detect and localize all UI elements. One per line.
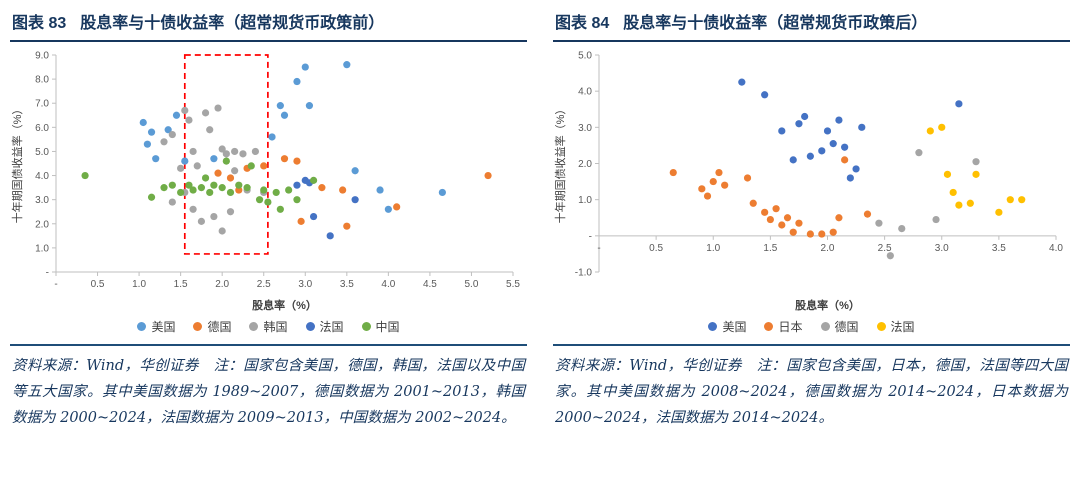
legend-marker [708, 321, 718, 331]
svg-text:2.0: 2.0 [215, 279, 229, 290]
figure-83-header: 图表 83 股息率与十债收益率（超常规货币政策前） [10, 4, 527, 42]
legend-item-法国: 法国 [876, 318, 915, 335]
legend-label: 韩国 [263, 319, 288, 334]
y-axis-label: 十年期国债收益率（%） [553, 104, 567, 224]
svg-text:2.5: 2.5 [257, 279, 271, 290]
legend-marker [820, 321, 830, 331]
svg-text:3.5: 3.5 [340, 279, 354, 290]
svg-text:3.0: 3.0 [578, 123, 592, 134]
figure-84-panel: 图表 84 股息率与十债收益率（超常规货币政策后） - 0.5 1.0 1.5 2.0 2… [553, 4, 1070, 431]
svg-text:3.0: 3.0 [35, 195, 49, 206]
legend-marker [193, 321, 203, 331]
svg-text:-: - [597, 243, 600, 254]
svg-text:0.5: 0.5 [91, 279, 105, 290]
legend-label: 美国 [151, 319, 176, 334]
legend-label: 德国 [207, 319, 232, 334]
figure-title: 股息率与十债收益率（超常规货币政策后） [623, 15, 928, 32]
legend-label: 德国 [834, 319, 859, 334]
svg-text:1.0: 1.0 [578, 195, 592, 206]
svg-text:-: - [589, 231, 592, 242]
series-法国 [293, 176, 359, 240]
legend-marker [305, 321, 315, 331]
svg-text:7.0: 7.0 [35, 99, 49, 110]
legend-item-法国: 法国 [305, 318, 344, 335]
source-note: 资料来源：Wind，华创证券 注：国家包含美国，日本，德国，法国等四大国家。其中… [555, 358, 1068, 426]
svg-text:8.0: 8.0 [35, 75, 49, 86]
legend-item-日本: 日本 [764, 318, 803, 335]
svg-text:5.0: 5.0 [465, 279, 479, 290]
svg-text:2.0: 2.0 [821, 243, 835, 254]
series-德国 [214, 155, 492, 230]
scatter-plot-svg: -0.5 1.0 1.5 2.0 2.5 3.0 3.5 4.0-1.0-1.02.03.04… [553, 51, 1063, 313]
svg-text:5.5: 5.5 [506, 279, 520, 290]
chart-legend: 美国 德国 韩国 法国 中国 [10, 316, 527, 336]
legend-marker [876, 321, 886, 331]
svg-text:1.0: 1.0 [35, 243, 49, 254]
series-德国 [875, 149, 980, 260]
scatter-chart-post-policy: -0.5 1.0 1.5 2.0 2.5 3.0 3.5 4.0 -1.0-1.0 2.0 3.0 4… [553, 46, 1070, 314]
highlight-dashed-rect [183, 54, 269, 255]
legend-label: 中国 [375, 319, 400, 334]
series-美国 [139, 61, 446, 213]
report-figures-row: 图表 83 股息率与十债收益率（超常规货币政策前） - 0.5 1.0 1.5 2.0 2… [10, 4, 1070, 431]
legend-item-中国: 中国 [361, 318, 400, 335]
series-韩国 [160, 104, 268, 235]
svg-text:-: - [54, 279, 57, 290]
scatter-plot-svg: - 0.5 1.0 1.5 2.0 2.5 3.0 3.5 4.0 4.5 5.0 5.5 - 1.0 2.… [10, 51, 520, 313]
series-法国 [926, 123, 1026, 216]
legend-item-美国: 美国 [708, 318, 746, 335]
x-axis-label: 股息率（%） [252, 298, 317, 312]
y-axis-label: 十年期国债收益率（%） [10, 104, 24, 224]
svg-text:6.0: 6.0 [35, 123, 49, 134]
svg-text:1.5: 1.5 [174, 279, 188, 290]
legend-marker [361, 321, 371, 331]
svg-text:3.0: 3.0 [298, 279, 312, 290]
legend-item-德国: 德国 [193, 318, 231, 335]
figure-84-header: 图表 84 股息率与十债收益率（超常规货币政策后） [553, 4, 1070, 42]
figure-label: 图表 84 [555, 15, 610, 32]
svg-text:1.0: 1.0 [132, 279, 146, 290]
figure-title: 股息率与十债收益率（超常规货币政策前） [80, 15, 385, 32]
svg-text:4.0: 4.0 [1049, 243, 1063, 254]
svg-text:4.0: 4.0 [381, 279, 395, 290]
series-日本 [669, 156, 872, 238]
svg-text:5.0: 5.0 [578, 51, 592, 62]
x-axis-label: 股息率（%） [795, 298, 860, 312]
legend-item-美国: 美国 [137, 318, 175, 335]
figure-label: 图表 83 [12, 15, 67, 32]
legend-label: 法国 [890, 319, 915, 334]
svg-text:2.5: 2.5 [878, 243, 892, 254]
svg-text:9.0: 9.0 [35, 51, 49, 62]
chart-legend: 美国 日本 德国 法国 [553, 316, 1070, 336]
svg-text:0.5: 0.5 [649, 243, 663, 254]
legend-item-德国: 德国 [820, 318, 859, 335]
scatter-chart-pre-policy: - 0.5 1.0 1.5 2.0 2.5 3.0 3.5 4.0 4.5 5.0 5.5 - 1.0 2.… [10, 46, 527, 314]
svg-text:1.0: 1.0 [706, 243, 720, 254]
legend-item-韩国: 韩国 [249, 318, 288, 335]
svg-text:-1.0: -1.0 [575, 268, 593, 279]
svg-text:5.0: 5.0 [35, 147, 49, 158]
svg-text:4.5: 4.5 [423, 279, 437, 290]
svg-text:-: - [46, 268, 49, 279]
svg-text:2.0: 2.0 [35, 219, 49, 230]
legend-label: 法国 [319, 319, 344, 334]
series-美国 [738, 78, 963, 182]
note-divider [553, 344, 1070, 346]
legend-marker [764, 321, 774, 331]
legend-marker [249, 321, 259, 331]
figure-83-panel: 图表 83 股息率与十债收益率（超常规货币政策前） - 0.5 1.0 1.5 2.0 2… [10, 4, 527, 431]
series-中国 [81, 157, 318, 213]
svg-text:4.0: 4.0 [578, 87, 592, 98]
svg-text:3.0: 3.0 [935, 243, 949, 254]
note-divider [10, 344, 527, 346]
legend-label: 美国 [722, 319, 747, 334]
svg-text:2.0: 2.0 [578, 159, 592, 170]
legend-label: 日本 [778, 319, 803, 334]
svg-text:4.0: 4.0 [35, 171, 49, 182]
legend-marker [137, 321, 147, 331]
source-note: 资料来源：Wind，华创证券 注：国家包含美国，德国，韩国，法国以及中国等五大国… [12, 358, 525, 426]
svg-text:3.5: 3.5 [992, 243, 1006, 254]
svg-text:1.5: 1.5 [763, 243, 777, 254]
